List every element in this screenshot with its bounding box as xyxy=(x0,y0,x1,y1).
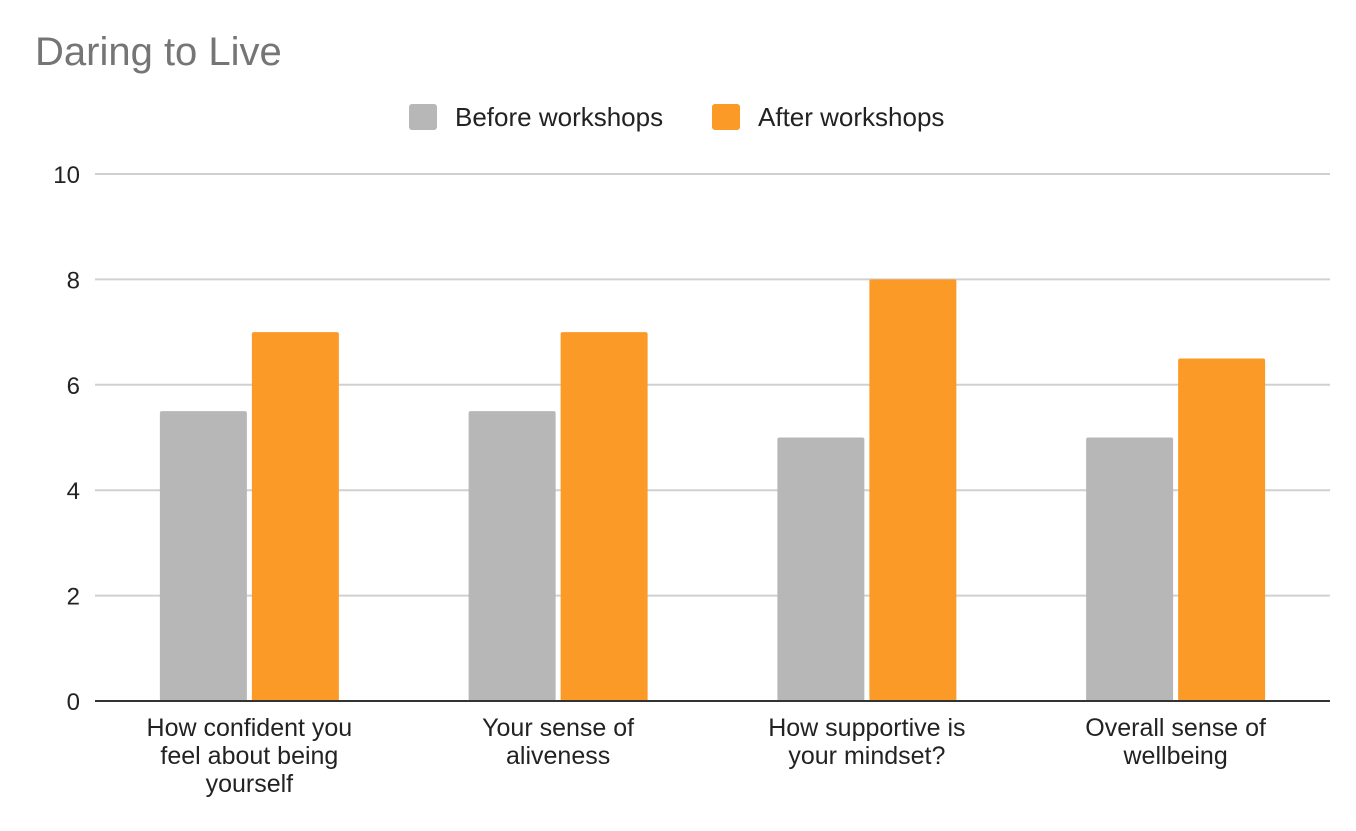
bar-after-3 xyxy=(869,279,957,701)
legend: Before workshops After workshops xyxy=(409,102,944,132)
bar-before-4 xyxy=(1086,437,1174,701)
x-tick-label-1-line-1: How confident you xyxy=(147,714,353,742)
x-tick-label-3-line-2: your mindset? xyxy=(788,742,945,770)
x-tick-label-1-line-2: feel about being xyxy=(160,742,338,770)
y-tick-label-0: 0 xyxy=(67,689,80,716)
chart-title: Daring to Live xyxy=(35,30,282,74)
y-tick-label-6: 6 xyxy=(67,373,80,400)
x-tick-label-2-line-1: Your sense of xyxy=(482,714,634,742)
legend-swatch-after xyxy=(712,104,740,130)
x-tick-label-4-line-2: wellbeing xyxy=(1123,742,1228,770)
legend-label-after: After workshops xyxy=(758,102,944,132)
bar-before-1 xyxy=(159,411,247,701)
x-tick-label-2-line-2: aliveness xyxy=(506,742,610,770)
legend-label-before: Before workshops xyxy=(455,102,663,132)
x-tick-label-1-line-3: yourself xyxy=(206,770,294,798)
bar-before-2 xyxy=(468,411,556,701)
bar-after-4 xyxy=(1178,358,1266,701)
x-tick-label-4-line-1: Overall sense of xyxy=(1085,714,1266,742)
y-tick-label-2: 2 xyxy=(67,584,80,611)
bar-after-2 xyxy=(560,332,648,701)
y-axis: 0 2 4 6 8 10 xyxy=(53,162,80,716)
legend-swatch-before xyxy=(409,104,437,130)
x-tick-label-3-line-1: How supportive is xyxy=(768,714,965,742)
y-tick-label-8: 8 xyxy=(67,267,80,294)
y-tick-label-4: 4 xyxy=(67,478,80,505)
bar-after-1 xyxy=(251,332,339,701)
bar-before-3 xyxy=(777,437,865,701)
bars xyxy=(159,279,1266,701)
y-tick-label-10: 10 xyxy=(53,162,80,189)
